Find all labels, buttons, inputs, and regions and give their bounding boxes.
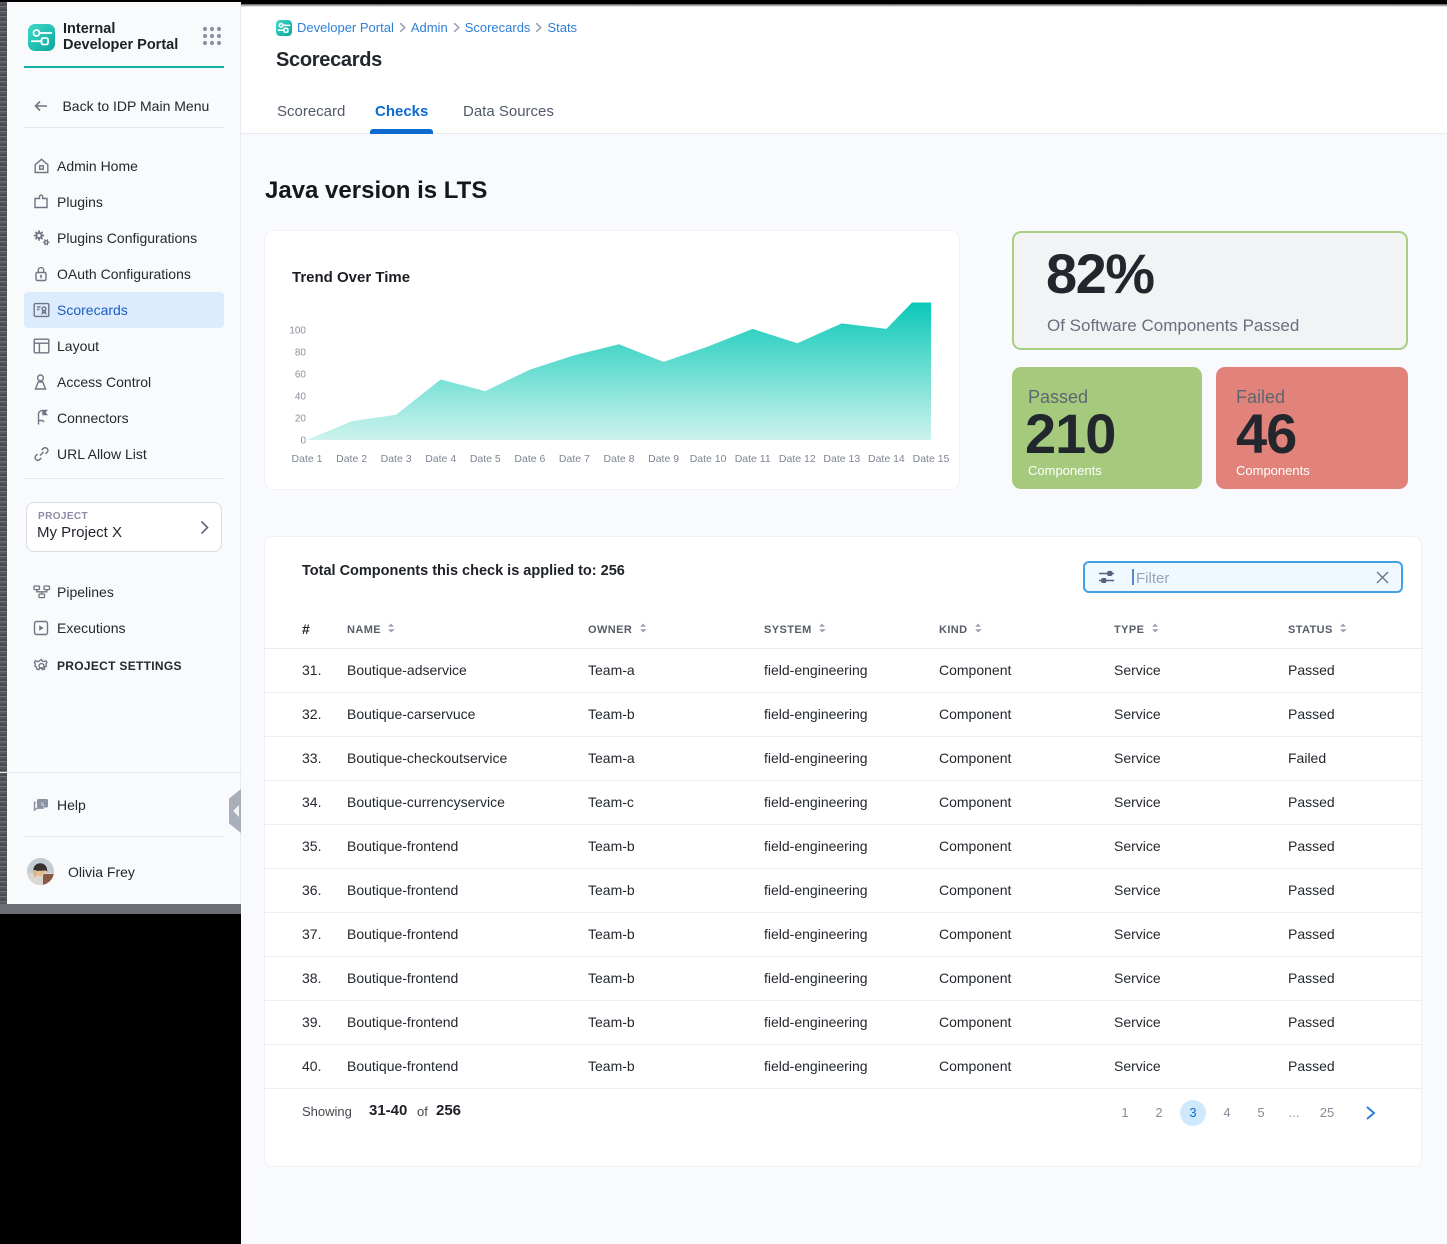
svg-text:Date 1: Date 1: [292, 453, 323, 465]
svg-text:Date 4: Date 4: [425, 453, 456, 465]
svg-text:Date 9: Date 9: [648, 453, 679, 465]
svg-text:Date 10: Date 10: [690, 453, 727, 465]
svg-text:Date 2: Date 2: [336, 453, 367, 465]
svg-text:Date 11: Date 11: [735, 453, 771, 465]
svg-text:0: 0: [300, 436, 306, 447]
svg-text:40: 40: [295, 392, 307, 403]
svg-text:s: s: [41, 801, 45, 808]
svg-text:Date 12: Date 12: [779, 453, 816, 465]
svg-text:Date 5: Date 5: [470, 453, 501, 465]
svg-text:100: 100: [289, 326, 306, 337]
svg-text:60: 60: [295, 370, 307, 381]
svg-text:Date 14: Date 14: [868, 453, 905, 465]
svg-text:Date 6: Date 6: [514, 453, 545, 465]
svg-text:Date 3: Date 3: [381, 453, 412, 465]
svg-text:Date 15: Date 15: [913, 453, 950, 465]
svg-text:80: 80: [295, 348, 307, 359]
svg-text:20: 20: [295, 414, 307, 425]
svg-text:Date 13: Date 13: [823, 453, 860, 465]
svg-text:Date 7: Date 7: [559, 453, 590, 465]
svg-text:Date 8: Date 8: [604, 453, 635, 465]
